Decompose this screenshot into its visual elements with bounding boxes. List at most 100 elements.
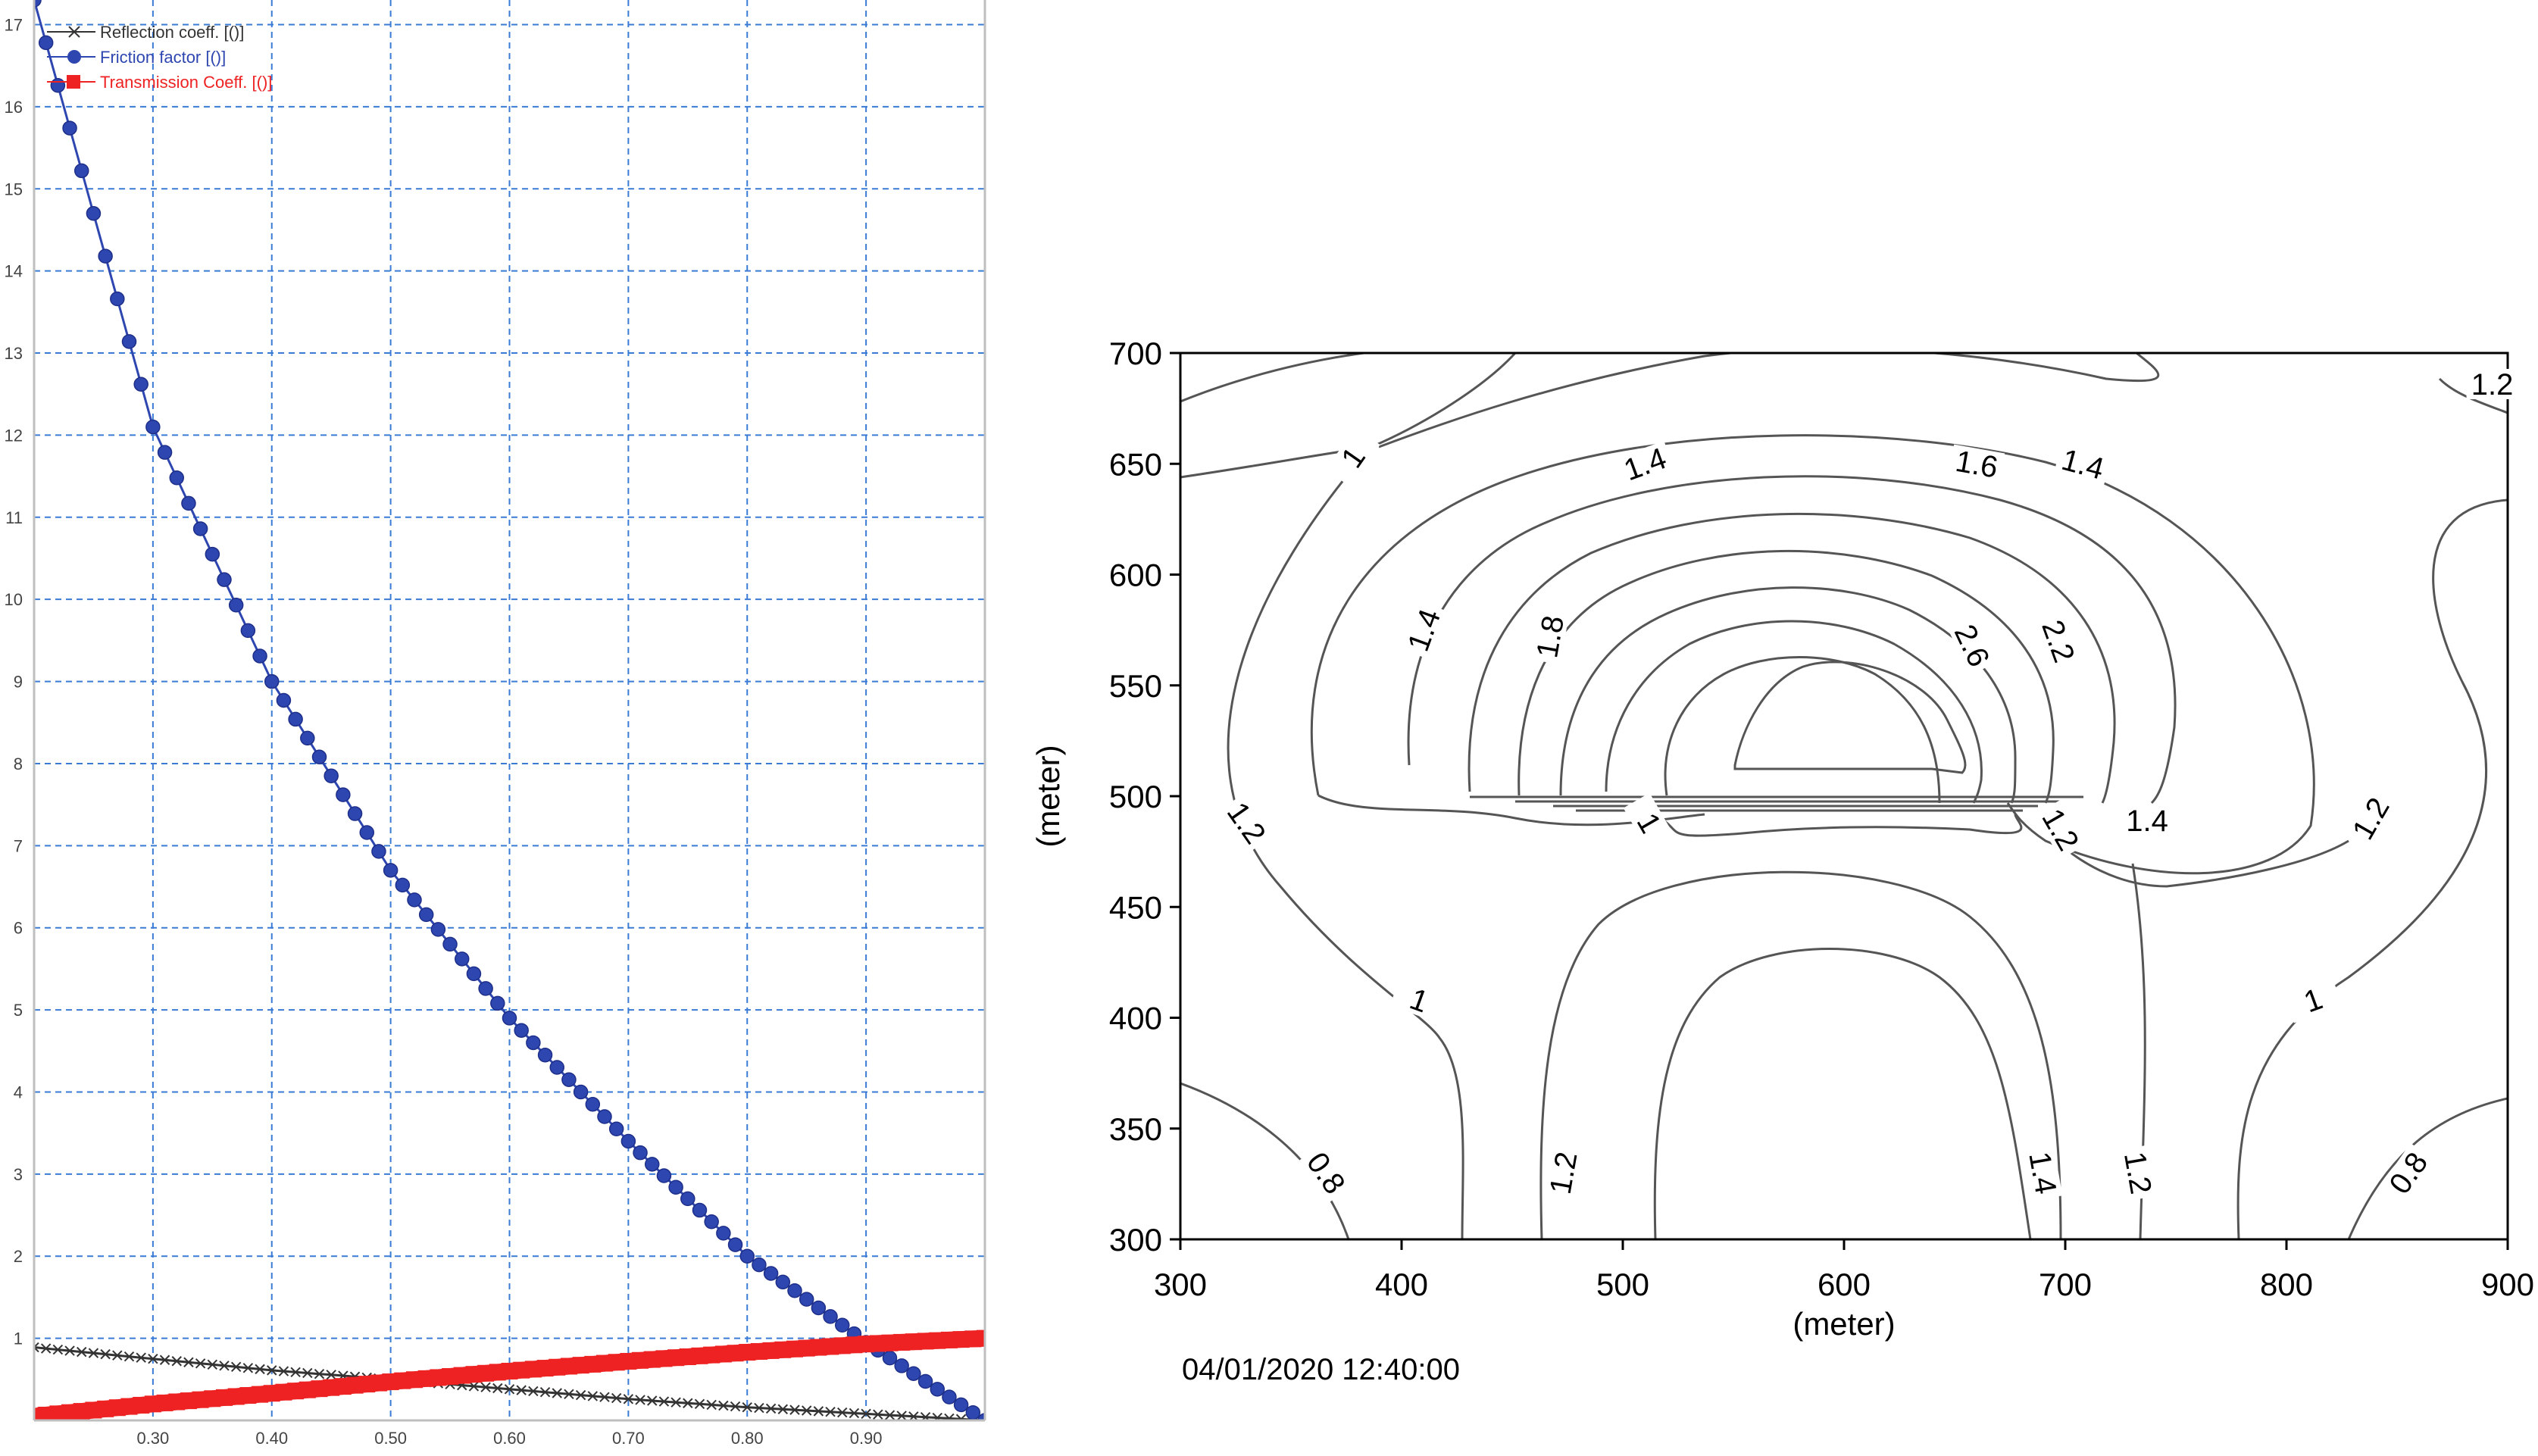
contour-line xyxy=(2236,498,2508,1239)
left-y-tick-label: 9 xyxy=(14,673,23,692)
friction-point xyxy=(324,768,339,783)
friction-point xyxy=(823,1309,838,1324)
reflection-point xyxy=(267,1365,277,1376)
contour-lines xyxy=(1180,353,2508,1239)
contour-label-bg xyxy=(1949,444,2005,483)
contour-label-bg xyxy=(2121,805,2174,836)
reflection-point xyxy=(861,1408,871,1420)
reflection-point xyxy=(611,1392,622,1404)
friction-point xyxy=(835,1317,850,1333)
contour-label-bg xyxy=(1623,792,1676,853)
friction-point xyxy=(478,981,493,996)
contour-label-bg xyxy=(2034,799,2087,860)
contour-label-bg xyxy=(1947,615,1997,676)
reflection-point xyxy=(789,1404,800,1415)
left-x-tick-label: 0.90 xyxy=(850,1429,883,1448)
friction-point xyxy=(228,598,244,613)
reflection-point xyxy=(112,1350,123,1361)
left-y-tick-label: 11 xyxy=(5,508,23,527)
right-y-axis-label: (meter) xyxy=(1030,745,1066,847)
reflection-point xyxy=(159,1354,170,1365)
contour-label: 1.2 xyxy=(1544,1149,1584,1196)
timestamp-label: 04/01/2020 12:40:00 xyxy=(1182,1353,1461,1386)
left-series-layer xyxy=(34,0,985,1420)
reflection-point xyxy=(52,1344,64,1355)
legend-entry: Friction factor [()] xyxy=(47,48,226,67)
friction-point xyxy=(288,711,303,727)
contour-line xyxy=(1371,353,1517,448)
left-y-tick-label: 15 xyxy=(5,180,23,198)
friction-point xyxy=(157,445,173,460)
friction-point xyxy=(930,1382,945,1397)
contour-label-bg xyxy=(1325,427,1380,487)
right-y-tick-label: 650 xyxy=(1109,446,1162,482)
reflection-point xyxy=(742,1401,752,1413)
friction-point xyxy=(727,1237,743,1252)
friction-point xyxy=(145,419,161,435)
friction-point xyxy=(98,248,113,264)
reflection-point xyxy=(777,1404,789,1414)
reflection-point xyxy=(647,1395,658,1406)
friction-point xyxy=(38,35,54,51)
reflection-point xyxy=(468,1381,480,1392)
contour-label-bg xyxy=(1615,440,1674,487)
contour-line xyxy=(1467,512,2116,804)
friction-point xyxy=(704,1214,719,1229)
friction-point xyxy=(775,1274,791,1290)
contour-label-bg xyxy=(1543,1145,1583,1201)
transmission-point xyxy=(977,1329,985,1347)
friction-point xyxy=(526,1035,541,1051)
reflection-point xyxy=(754,1402,764,1414)
reflection-point xyxy=(492,1383,503,1394)
friction-point xyxy=(906,1366,921,1381)
left-x-tick-label: 0.50 xyxy=(374,1429,407,1448)
contour-line xyxy=(1378,353,2160,448)
friction-point xyxy=(395,877,411,893)
reflection-point xyxy=(255,1364,265,1375)
legend-entry: Transmission Coeff. [()] xyxy=(47,73,272,92)
left-y-tick-label: 10 xyxy=(5,590,23,609)
left-y-tick-label: 13 xyxy=(5,344,23,363)
friction-point xyxy=(181,495,196,511)
contour-label: 1.8 xyxy=(1530,613,1571,660)
reflection-point xyxy=(183,1357,194,1367)
contour-label-bg xyxy=(1530,608,1570,665)
friction-point xyxy=(442,936,458,952)
contour-label: 1.4 xyxy=(2126,805,2168,838)
contour-line xyxy=(1559,586,2017,804)
friction-point xyxy=(455,951,470,967)
reflection-point xyxy=(242,1363,254,1373)
reflection-point xyxy=(528,1386,539,1397)
reflection-point xyxy=(539,1387,551,1398)
friction-point xyxy=(264,673,280,689)
right-x-tick-label: 700 xyxy=(2039,1267,2092,1302)
friction-point xyxy=(716,1226,731,1241)
reflection-point xyxy=(77,1346,87,1358)
friction-point xyxy=(633,1145,648,1161)
friction-point xyxy=(430,922,446,937)
reflection-point xyxy=(801,1405,812,1416)
friction-point xyxy=(86,206,102,221)
reflection-point xyxy=(944,1413,955,1420)
friction-point xyxy=(110,291,125,307)
reflection-point xyxy=(516,1385,527,1395)
reflection-point xyxy=(635,1395,645,1405)
reflection-point xyxy=(849,1408,860,1419)
friction-point xyxy=(383,863,399,878)
right-x-tick-label: 600 xyxy=(1818,1267,1871,1302)
reflection-point xyxy=(302,1367,313,1379)
contour-line xyxy=(1180,353,1364,403)
reflection-point xyxy=(88,1348,99,1358)
friction-point xyxy=(811,1300,827,1316)
contour-label: 1.2 xyxy=(2118,1149,2158,1196)
friction-point xyxy=(953,1397,969,1413)
contour-label-bg xyxy=(2344,788,2397,848)
reflection-point xyxy=(123,1351,135,1362)
friction-point xyxy=(205,546,220,562)
reflection-point xyxy=(587,1391,599,1401)
reflection-point xyxy=(813,1406,824,1417)
reflection-point xyxy=(34,1342,39,1353)
friction-point xyxy=(585,1096,601,1112)
friction-point xyxy=(217,572,232,587)
contour-label: 1.4 xyxy=(2022,1149,2062,1196)
